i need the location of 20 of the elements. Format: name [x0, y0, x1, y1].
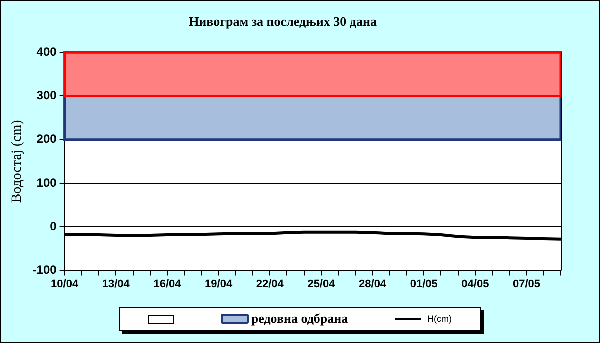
x-tick-label: 22/04: [256, 278, 285, 290]
y-tick-label: 100: [36, 176, 58, 190]
y-tick-label: 0: [50, 219, 58, 234]
x-tick-label: 10/04: [51, 278, 80, 290]
x-tick-label: 13/04: [102, 278, 131, 290]
y-tick-label: 300: [36, 88, 58, 103]
x-tick-label: 01/05: [410, 278, 438, 290]
y-tick-label: 200: [36, 132, 58, 146]
x-tick-label: 07/05: [513, 278, 541, 290]
chart-title: Нивограм за последњих 30 дана: [189, 14, 378, 30]
x-tick-label: 28/04: [359, 278, 388, 290]
x-tick-label: 16/04: [154, 278, 182, 290]
x-tick-label: 25/04: [308, 278, 336, 290]
x-tick-label: 04/05: [462, 278, 490, 290]
y-tick-label: -100: [32, 263, 58, 278]
y-tick-label: 400: [36, 44, 58, 59]
x-tick-label: 19/04: [205, 278, 234, 290]
legend-label: H(cm): [427, 314, 452, 324]
legend-label: редовна одбрана: [251, 311, 348, 327]
y-axis-title: Водостај (cm): [10, 120, 26, 204]
